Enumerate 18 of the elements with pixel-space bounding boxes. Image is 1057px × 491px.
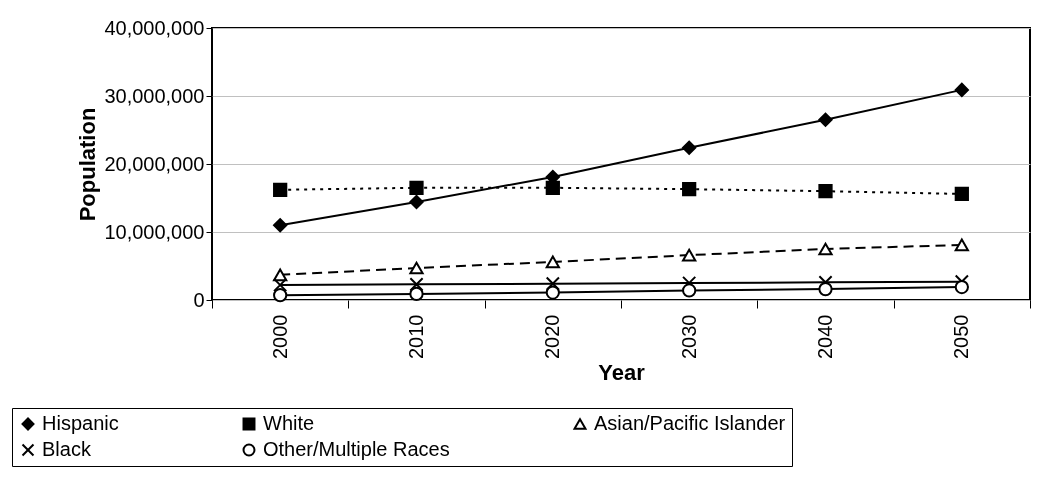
legend-label: White bbox=[263, 412, 315, 434]
legend-label: Hispanic bbox=[42, 412, 119, 434]
x-tick-label: 2010 bbox=[405, 314, 427, 359]
legend-label: Black bbox=[42, 438, 92, 460]
x-tick-label: 2020 bbox=[541, 314, 564, 359]
x-tick-label: 2000 bbox=[268, 314, 291, 359]
x-tick-label: 2050 bbox=[950, 314, 973, 359]
y-tick-label: 10,000,000 bbox=[104, 220, 205, 243]
legend-label: Asian/Pacific Islander bbox=[594, 412, 786, 434]
x-tick-label: 2040 bbox=[814, 314, 836, 359]
y-tick-label: 0 bbox=[193, 288, 205, 311]
y-tick-label: 40,000,000 bbox=[104, 16, 205, 39]
x-tick-label: 2030 bbox=[677, 314, 700, 359]
legend-label: Other/Multiple Races bbox=[263, 438, 450, 460]
y-tick-label: 30,000,000 bbox=[104, 84, 205, 107]
y-axis-title: Population bbox=[75, 107, 101, 222]
x-axis-title: Year bbox=[598, 359, 646, 385]
y-tick-label: 20,000,000 bbox=[104, 152, 205, 175]
